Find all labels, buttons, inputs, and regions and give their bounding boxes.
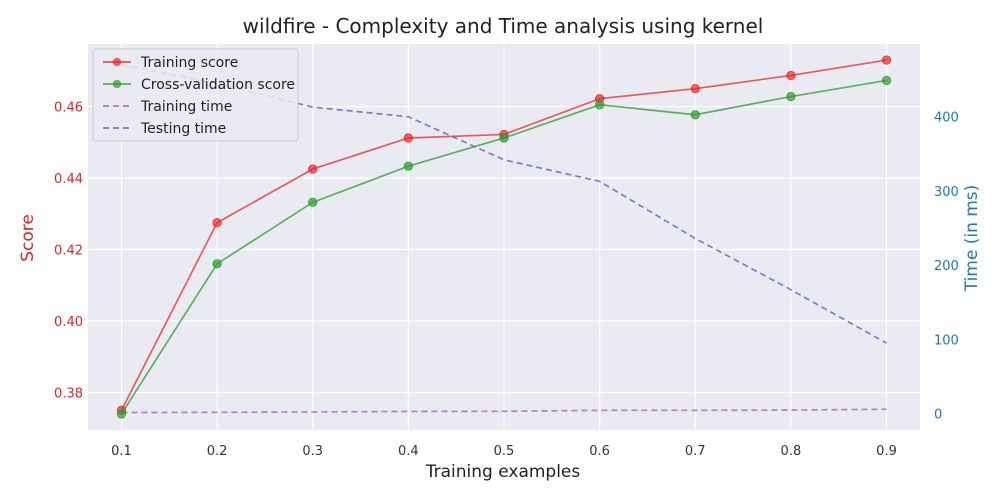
legend-label-training-time: Training time bbox=[140, 99, 232, 115]
x-tick-label: 0.6 bbox=[589, 444, 610, 459]
data-point-training-score bbox=[308, 164, 318, 174]
data-point-cross-validation-score bbox=[499, 133, 509, 143]
x-tick-label: 0.8 bbox=[781, 444, 802, 459]
legend-label-testing-time: Testing time bbox=[140, 121, 226, 137]
data-point-training-score bbox=[403, 133, 414, 143]
y-right-tick-label: 100 bbox=[934, 333, 959, 348]
x-tick-label: 0.2 bbox=[207, 444, 228, 459]
x-tick-label: 0.5 bbox=[494, 444, 515, 459]
y-left-axis-label: Score bbox=[18, 214, 38, 262]
y-left-tick-label: 0.40 bbox=[54, 315, 83, 330]
x-tick-label: 0.4 bbox=[398, 444, 419, 459]
legend: Training score Cross-validation score Trai… bbox=[92, 48, 299, 142]
y-left-axis-ticks: 0.38 0.40 0.42 0.44 0.46 bbox=[54, 101, 83, 402]
x-tick-label: 0.3 bbox=[302, 444, 323, 459]
x-tick-label: 0.1 bbox=[111, 444, 132, 459]
x-tick-label: 0.9 bbox=[876, 444, 897, 459]
data-point-cross-validation-score bbox=[786, 91, 796, 102]
data-point-training-score bbox=[690, 83, 700, 94]
data-point-cross-validation-score bbox=[594, 100, 605, 110]
x-axis-label: Training examples bbox=[425, 462, 581, 482]
y-left-tick-label: 0.38 bbox=[54, 386, 83, 401]
data-point-cross-validation-score bbox=[308, 197, 318, 208]
y-left-tick-label: 0.46 bbox=[54, 101, 83, 116]
y-right-tick-label: 300 bbox=[934, 185, 959, 200]
legend-marker-training-score bbox=[112, 57, 122, 67]
y-right-tick-label: 0 bbox=[934, 408, 942, 423]
legend-marker-cross-validation-score bbox=[112, 79, 122, 89]
y-left-tick-label: 0.42 bbox=[54, 244, 83, 259]
data-point-training-score bbox=[881, 55, 892, 65]
y-right-axis-label: Time (in ms) bbox=[962, 185, 982, 293]
x-tick-label: 0.7 bbox=[685, 444, 706, 459]
x-axis-ticks: 0.1 0.2 0.3 0.4 0.5 0.6 0.7 0.8 0.9 bbox=[111, 444, 897, 459]
data-point-cross-validation-score bbox=[881, 75, 892, 86]
legend-label-cross-validation-score: Cross-validation score bbox=[141, 77, 295, 93]
y-right-tick-label: 200 bbox=[934, 259, 959, 274]
y-left-tick-label: 0.44 bbox=[54, 172, 83, 187]
y-right-tick-label: 400 bbox=[934, 111, 959, 126]
y-right-axis-ticks: 0 100 200 300 400 bbox=[934, 111, 959, 423]
data-point-training-score bbox=[212, 218, 222, 228]
legend-label-training-score: Training score bbox=[140, 55, 238, 71]
series-line-training-time bbox=[121, 408, 887, 414]
data-point-cross-validation-score bbox=[212, 259, 222, 269]
chart-title: wildfire - Complexity and Time analysis … bbox=[243, 14, 764, 38]
data-point-training-score bbox=[786, 70, 796, 81]
data-point-cross-validation-score bbox=[116, 409, 127, 419]
data-point-cross-validation-score bbox=[403, 161, 414, 171]
data-point-cross-validation-score bbox=[690, 110, 700, 120]
legend-box bbox=[92, 48, 299, 142]
